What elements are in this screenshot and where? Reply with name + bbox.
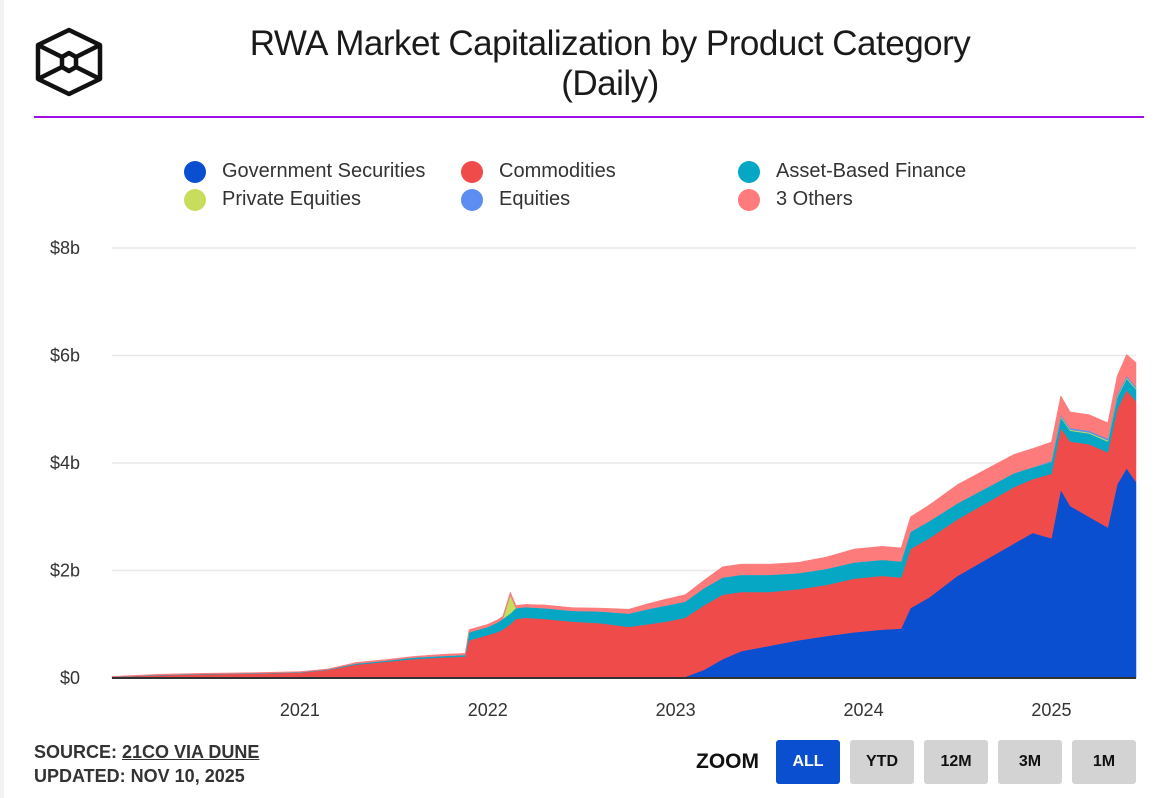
zoom-3m-button[interactable]: 3M xyxy=(998,740,1062,784)
legend-item-equities[interactable]: Equities xyxy=(461,188,570,211)
updated-date: UPDATED: NOV 10, 2025 xyxy=(34,766,245,786)
chart-title-line1: RWA Market Capitalization by Product Cat… xyxy=(249,24,971,63)
footer-info: SOURCE: 21CO VIA DUNE UPDATED: NOV 10, 2… xyxy=(34,740,259,788)
source-label: SOURCE: xyxy=(34,742,123,762)
y-tick-label: $4b xyxy=(50,453,80,473)
title-divider xyxy=(34,116,1144,118)
y-tick-label: $6b xyxy=(50,346,80,366)
legend-dot-icon xyxy=(738,188,760,211)
zoom-label: ZOOM xyxy=(696,750,759,773)
zoom-12m-button[interactable]: 12M xyxy=(924,740,988,784)
y-tick-label: $8b xyxy=(50,238,80,258)
zoom-1m-button[interactable]: 1M xyxy=(1072,740,1136,784)
x-tick-label: 2021 xyxy=(280,700,320,720)
legend-item-private-equities[interactable]: Private Equities xyxy=(184,188,361,211)
legend-dot-icon xyxy=(738,160,760,183)
y-tick-label: $2b xyxy=(50,561,80,581)
chart-legend: Government Securities Commodities Asset-… xyxy=(184,160,1084,220)
legend-label: Equities xyxy=(499,188,571,210)
legend-label: Asset-Based Finance xyxy=(776,160,967,182)
series-areas xyxy=(111,353,1137,679)
zoom-all-button[interactable]: ALL xyxy=(776,740,840,784)
chart-title-line2: (Daily) xyxy=(561,64,659,103)
zoom-ytd-button[interactable]: YTD xyxy=(850,740,914,784)
legend-dot-icon xyxy=(461,188,483,211)
legend-label: Private Equities xyxy=(222,188,361,210)
legend-label: 3 Others xyxy=(776,188,853,210)
legend-item-commodities[interactable]: Commodities xyxy=(461,160,616,183)
chart-title: RWA Market Capitalization by Product Cat… xyxy=(160,24,1060,104)
axes: $0 $2b $4b $6b $8b 2021 2022 2023 2024 2025 xyxy=(50,238,1136,720)
x-tick-label: 2024 xyxy=(844,700,884,720)
legend-item-others[interactable]: 3 Others xyxy=(738,188,853,211)
legend-dot-icon xyxy=(184,188,206,211)
x-tick-label: 2023 xyxy=(656,700,696,720)
x-tick-label: 2025 xyxy=(1031,700,1071,720)
legend-item-government-securities[interactable]: Government Securities xyxy=(184,160,425,183)
page-edge xyxy=(0,0,4,798)
area-3-others xyxy=(111,353,1137,677)
cube-logo-icon xyxy=(35,27,103,97)
legend-label: Commodities xyxy=(499,160,616,182)
legend-label: Government Securities xyxy=(222,160,426,182)
source-link[interactable]: 21CO VIA DUNE xyxy=(122,742,260,762)
x-tick-label: 2022 xyxy=(468,700,508,720)
legend-dot-icon xyxy=(184,160,206,183)
stacked-area-chart[interactable]: $0 $2b $4b $6b $8b 2021 2022 2023 2024 2025 xyxy=(0,230,1164,730)
legend-item-asset-based-finance[interactable]: Asset-Based Finance xyxy=(738,160,966,183)
y-tick-label: $0 xyxy=(60,668,80,688)
legend-dot-icon xyxy=(461,160,483,183)
